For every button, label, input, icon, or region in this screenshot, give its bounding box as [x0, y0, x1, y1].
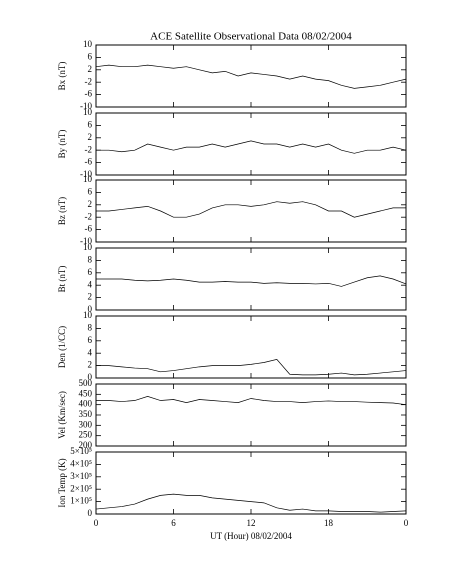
y-tick-label: 6 [88, 119, 93, 129]
y-tick-label: -6 [85, 157, 93, 167]
y-axis-label: Den (1/CC) [57, 326, 67, 368]
y-tick-label: 6 [88, 186, 93, 196]
y-tick-label: 8 [88, 322, 93, 332]
data-line [96, 201, 406, 218]
y-tick-label: -2 [85, 76, 93, 86]
data-line [96, 275, 407, 287]
y-tick-label: 6 [88, 267, 93, 277]
y-axis-label: Bt (nT) [57, 266, 67, 293]
y-tick-label: -10 [80, 169, 92, 179]
y-tick-label: -2 [85, 144, 93, 154]
y-axis-label: Bx (nT) [57, 62, 67, 91]
y-tick-label: 10 [83, 310, 93, 320]
data-line [96, 396, 407, 406]
y-tick-label: 4 [88, 347, 93, 357]
y-tick-label: 1×10⁵ [70, 496, 92, 506]
y-tick-label: 2 [88, 199, 93, 209]
x-tick-label: 0 [94, 518, 99, 528]
x-tick-label: 0 [404, 518, 409, 528]
y-tick-label: -6 [85, 89, 93, 99]
plot-frame [95, 383, 407, 447]
y-axis-label: By (nT) [57, 130, 67, 159]
y-tick-label: -10 [80, 101, 92, 111]
plot-frame [95, 112, 407, 176]
y-tick-label: 500 [79, 378, 93, 388]
y-tick-label: 10 [83, 107, 93, 117]
x-axis-label: UT (Hour) 08/02/2004 [210, 531, 292, 541]
y-tick-label: 4 [88, 279, 93, 289]
y-tick-label: -6 [85, 224, 93, 234]
y-tick-label: -10 [80, 236, 92, 246]
plot-frame [95, 451, 407, 515]
y-tick-label: 4×10⁵ [70, 458, 92, 468]
y-tick-label: 2 [88, 64, 93, 74]
plot-frame [95, 179, 407, 243]
y-axis-label: Ion Temp (K) [57, 458, 67, 507]
y-tick-label: 8 [88, 254, 93, 264]
y-tick-label: 2 [88, 360, 93, 370]
y-tick-label: 350 [79, 409, 93, 419]
data-line [96, 359, 407, 376]
plot-frame [95, 247, 407, 311]
y-tick-label: 2×10⁵ [70, 483, 92, 493]
y-tick-label: 5×10⁵ [70, 446, 92, 456]
data-line [96, 140, 407, 154]
plot-frame [95, 44, 407, 108]
y-tick-label: 200 [79, 440, 93, 450]
y-tick-label: 450 [79, 388, 93, 398]
data-line [95, 493, 407, 513]
y-tick-label: 0 [88, 508, 93, 518]
x-tick-label: 12 [247, 518, 256, 528]
y-tick-label: 400 [79, 399, 93, 409]
x-tick-label: 6 [171, 518, 176, 528]
y-tick-label: 6 [88, 335, 93, 345]
y-tick-label: 300 [79, 419, 93, 429]
chart-title: ACE Satellite Observational Data 08/02/2… [150, 31, 352, 43]
y-tick-label: 250 [79, 430, 93, 440]
y-tick-label: -2 [85, 211, 93, 221]
y-tick-label: 2 [88, 292, 93, 302]
y-tick-label: 10 [83, 242, 93, 252]
data-line [95, 64, 407, 89]
y-tick-label: 0 [88, 304, 93, 314]
y-tick-label: 3×10⁵ [70, 471, 92, 481]
y-tick-label: 10 [83, 174, 93, 184]
y-tick-label: 6 [88, 51, 93, 61]
y-axis-label: Vel (Km/sec) [57, 391, 67, 439]
x-tick-label: 18 [324, 518, 334, 528]
y-tick-label: 10 [83, 39, 93, 49]
y-axis-label: Bz (nT) [57, 197, 67, 225]
y-tick-label: 2 [88, 132, 93, 142]
y-tick-label: 0 [88, 372, 93, 382]
